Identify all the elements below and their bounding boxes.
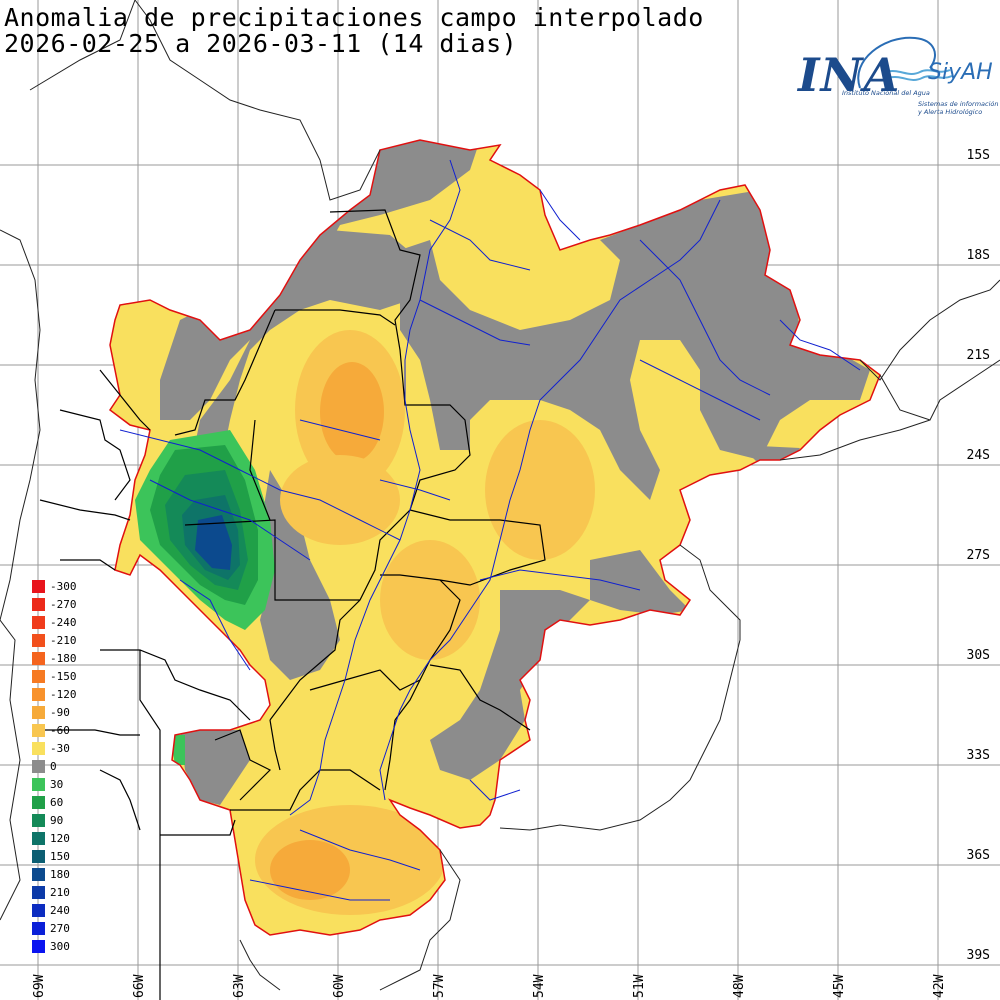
map-title: Anomalia de precipitaciones campo interp… — [4, 3, 704, 32]
legend-label: -60 — [50, 724, 70, 737]
legend-label: -180 — [50, 652, 77, 665]
legend-swatch — [32, 688, 45, 701]
longitude-label: 69W — [32, 974, 47, 998]
legend-item: -270 — [32, 598, 92, 616]
logo-swoosh-icon — [857, 36, 953, 89]
legend-label: -300 — [50, 580, 77, 593]
legend-swatch — [32, 922, 45, 935]
legend-label: -90 — [50, 706, 70, 719]
legend-item: -90 — [32, 706, 92, 724]
legend-label: 150 — [50, 850, 70, 863]
legend-label: -120 — [50, 688, 77, 701]
latitude-label: 18S — [966, 248, 990, 263]
longitude-label: 66W — [132, 974, 147, 998]
legend-item: 0 — [32, 760, 92, 778]
legend-item: -180 — [32, 652, 92, 670]
legend-item: -30 — [32, 742, 92, 760]
legend-label: 120 — [50, 832, 70, 845]
latitude-label: 21S — [966, 348, 990, 363]
legend-item: 300 — [32, 940, 92, 958]
political-borders — [39, 209, 546, 1000]
legend-item: -150 — [32, 670, 92, 688]
legend-label: -150 — [50, 670, 77, 683]
legend-swatch — [32, 868, 45, 881]
longitude-label: 42W — [932, 974, 947, 998]
legend-item: -210 — [32, 634, 92, 652]
legend-swatch — [32, 850, 45, 863]
legend-swatch — [32, 706, 45, 719]
legend-label: 90 — [50, 814, 64, 827]
legend-label: -210 — [50, 634, 77, 647]
legend-swatch — [32, 886, 45, 899]
legend-swatch — [32, 760, 45, 773]
longitude-label: 51W — [632, 974, 647, 998]
legend-swatch — [32, 580, 45, 593]
legend-label: -240 — [50, 616, 77, 629]
longitude-label: 45W — [832, 974, 847, 998]
legend-label: 270 — [50, 922, 70, 935]
legend-swatch — [32, 724, 45, 737]
legend-label: 30 — [50, 778, 64, 791]
legend-swatch — [32, 670, 45, 683]
latitude-label: 27S — [966, 548, 990, 563]
latitude-label: 36S — [966, 848, 990, 863]
legend-item: 270 — [32, 922, 92, 940]
logo-tagline: Sistemas de información y Alerta Hidroló… — [918, 100, 999, 116]
legend-item: 120 — [32, 832, 92, 850]
basin-outline — [108, 139, 881, 936]
logo-siyah-text: SiyAH — [928, 60, 993, 85]
longitude-label: 63W — [232, 974, 247, 998]
legend-swatch — [32, 940, 45, 953]
legend-swatch — [32, 652, 45, 665]
longitude-label: 60W — [332, 974, 347, 998]
legend-label: -270 — [50, 598, 77, 611]
legend-label: 180 — [50, 868, 70, 881]
legend-label: 60 — [50, 796, 64, 809]
legend-swatch — [32, 832, 45, 845]
longitude-label: 48W — [732, 974, 747, 998]
latitude-label: 24S — [966, 448, 990, 463]
color-legend: -300 -270 -240 -210 -180 -150 -120 -90 -60 -30 0 30… — [32, 580, 92, 958]
legend-label: 210 — [50, 886, 70, 899]
legend-item: -60 — [32, 724, 92, 742]
logo-subtitle: Instituto Nacional del Agua — [842, 89, 930, 97]
legend-item: -300 — [32, 580, 92, 598]
legend-label: 300 — [50, 940, 70, 953]
legend-swatch — [32, 616, 45, 629]
legend-swatch — [32, 598, 45, 611]
legend-swatch — [32, 796, 45, 809]
legend-item: 30 — [32, 778, 92, 796]
logo-ina-text: INA — [798, 48, 901, 102]
legend-item: -120 — [32, 688, 92, 706]
legend-swatch — [32, 778, 45, 791]
legend-item: 150 — [32, 850, 92, 868]
legend-swatch — [32, 904, 45, 917]
map-period: 2026-02-25 a 2026-03-11 (14 dias) — [4, 29, 518, 58]
legend-item: 90 — [32, 814, 92, 832]
latitude-label: 33S — [966, 748, 990, 763]
rivers — [119, 159, 861, 901]
legend-item: -240 — [32, 616, 92, 634]
legend-swatch — [32, 814, 45, 827]
legend-label: 240 — [50, 904, 70, 917]
legend-label: -30 — [50, 742, 70, 755]
legend-item: 180 — [32, 868, 92, 886]
longitude-label: 57W — [432, 974, 447, 998]
longitude-label: 54W — [532, 974, 547, 998]
legend-label: 0 — [50, 760, 57, 773]
legend-swatch — [32, 742, 45, 755]
legend-item: 210 — [32, 886, 92, 904]
legend-item: 240 — [32, 904, 92, 922]
latitude-label: 39S — [966, 948, 990, 963]
ina-siyah-logo: INA SiyAH Instituto Nacional del Agua Si… — [790, 30, 999, 125]
latitude-label: 15S — [966, 148, 990, 163]
legend-swatch — [32, 634, 45, 647]
latitude-label: 30S — [966, 648, 990, 663]
legend-item: 60 — [32, 796, 92, 814]
